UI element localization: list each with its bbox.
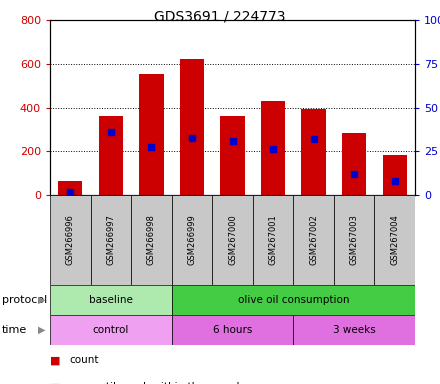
Text: GSM266999: GSM266999	[187, 215, 196, 265]
Bar	[293, 315, 415, 345]
Bar	[212, 195, 253, 285]
Text: GSM267001: GSM267001	[268, 215, 278, 265]
Bar	[261, 101, 285, 195]
Text: GSM267004: GSM267004	[390, 215, 399, 265]
Bar	[342, 132, 367, 195]
Text: GSM266996: GSM266996	[66, 215, 75, 265]
Bar	[382, 154, 407, 195]
Bar	[50, 315, 172, 345]
Text: GSM267003: GSM267003	[350, 215, 359, 265]
Bar	[172, 285, 415, 315]
Text: GSM267002: GSM267002	[309, 215, 318, 265]
Bar	[139, 74, 164, 195]
Bar	[301, 109, 326, 195]
Bar	[58, 181, 82, 195]
Bar	[220, 116, 245, 195]
Text: percentile rank within the sample: percentile rank within the sample	[70, 382, 246, 384]
Bar	[253, 195, 293, 285]
Text: GSM267000: GSM267000	[228, 215, 237, 265]
Text: ▶: ▶	[38, 295, 46, 305]
Bar	[50, 285, 172, 315]
Text: ■: ■	[50, 355, 61, 365]
Bar	[131, 195, 172, 285]
Bar	[180, 60, 204, 195]
Bar	[293, 195, 334, 285]
Bar	[99, 116, 123, 195]
Text: ▶: ▶	[38, 325, 46, 335]
Text: protocol: protocol	[2, 295, 48, 305]
Text: control: control	[93, 325, 129, 335]
Text: 3 weeks: 3 weeks	[333, 325, 376, 335]
Text: GSM266997: GSM266997	[106, 215, 115, 265]
Text: ■: ■	[50, 382, 61, 384]
Text: GSM266998: GSM266998	[147, 215, 156, 265]
Text: baseline: baseline	[89, 295, 133, 305]
Bar	[172, 195, 212, 285]
Text: 6 hours: 6 hours	[213, 325, 252, 335]
Text: olive oil consumption: olive oil consumption	[238, 295, 349, 305]
Text: time: time	[2, 325, 27, 335]
Bar	[50, 195, 91, 285]
Bar	[91, 195, 131, 285]
Bar	[374, 195, 415, 285]
Bar	[172, 315, 293, 345]
Text: GDS3691 / 224773: GDS3691 / 224773	[154, 10, 286, 23]
Bar	[334, 195, 374, 285]
Text: count: count	[70, 355, 99, 365]
